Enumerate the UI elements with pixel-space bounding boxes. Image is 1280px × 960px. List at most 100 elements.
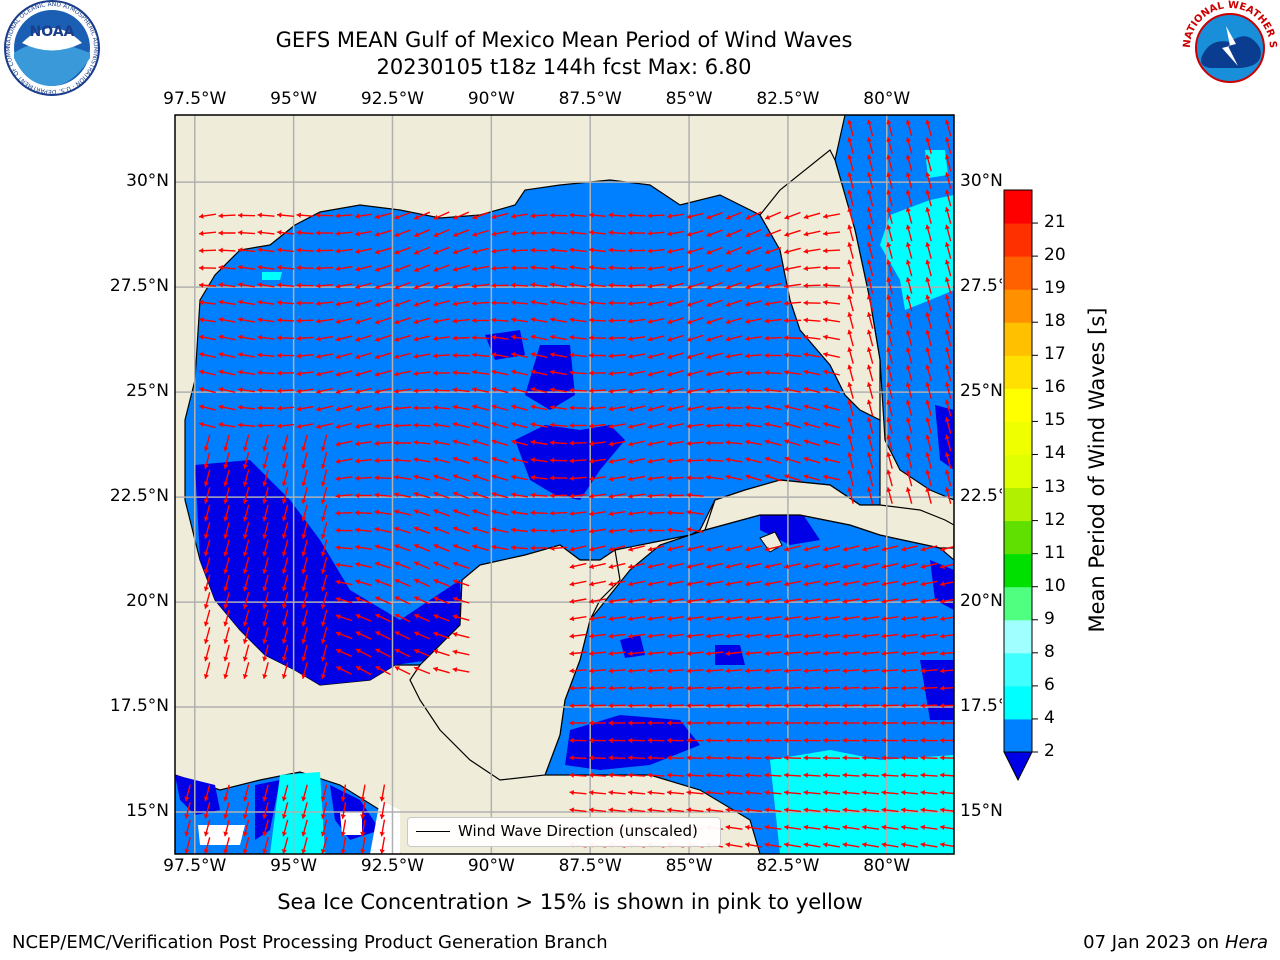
wind-wave-arrow xyxy=(803,369,821,376)
wind-wave-arrow xyxy=(862,598,879,604)
wind-wave-arrow xyxy=(744,370,763,376)
wind-wave-arrow xyxy=(627,755,646,761)
wind-wave-arrow xyxy=(223,487,230,504)
wind-wave-arrow xyxy=(900,807,919,813)
plot-title-line2: 20230105 t18z 144h fcst Max: 6.80 xyxy=(376,55,752,79)
wind-wave-arrow xyxy=(920,824,938,831)
wind-wave-arrow xyxy=(881,562,899,570)
wind-wave-arrow xyxy=(262,557,269,574)
wind-wave-arrow xyxy=(647,807,665,813)
wind-wave-arrow xyxy=(608,475,626,482)
wind-wave-arrow xyxy=(628,353,645,359)
wind-wave-arrow xyxy=(335,300,353,307)
wind-wave-arrow xyxy=(301,644,308,662)
wind-wave-arrow xyxy=(608,702,626,709)
wind-wave-arrow xyxy=(394,264,411,273)
wind-wave-arrow xyxy=(608,212,626,218)
wind-wave-arrow xyxy=(783,317,802,324)
wind-wave-arrow xyxy=(452,649,470,656)
wind-wave-arrow xyxy=(764,229,782,238)
lon-tick-label: 97.5°W xyxy=(163,89,227,109)
wind-wave-arrow xyxy=(471,300,490,306)
wind-wave-arrow xyxy=(394,666,411,675)
wind-wave-arrow xyxy=(203,522,211,539)
wind-wave-arrow xyxy=(218,317,236,323)
wind-wave-arrow xyxy=(764,421,782,429)
wind-wave-arrow xyxy=(920,633,938,639)
wind-wave-arrow xyxy=(530,351,548,359)
wind-wave-arrow xyxy=(471,352,490,358)
wind-wave-arrow xyxy=(203,592,211,609)
wind-wave-arrow xyxy=(939,702,954,709)
wind-wave-arrow xyxy=(262,819,269,837)
wind-wave-arrow xyxy=(744,422,763,428)
wind-wave-arrow xyxy=(510,265,529,271)
wind-wave-arrow xyxy=(511,369,528,376)
wind-wave-arrow xyxy=(823,404,840,411)
wind-wave-arrow xyxy=(783,807,802,813)
wind-wave-arrow xyxy=(823,351,840,359)
wind-wave-arrow xyxy=(764,562,782,570)
wind-wave-arrow xyxy=(842,668,860,674)
wind-wave-arrow xyxy=(823,474,840,481)
wind-wave-arrow xyxy=(588,440,607,447)
wind-wave-arrow xyxy=(822,685,841,691)
wind-wave-arrow xyxy=(530,404,548,411)
wind-wave-arrow xyxy=(549,230,568,236)
wind-wave-arrow xyxy=(608,493,626,499)
wind-wave-arrow xyxy=(491,509,509,516)
wind-wave-arrow xyxy=(394,561,411,570)
wind-wave-arrow xyxy=(355,405,372,412)
wind-wave-arrow xyxy=(764,211,782,220)
wind-wave-arrow xyxy=(725,755,743,761)
wind-wave-arrow xyxy=(510,317,529,323)
wind-wave-arrow xyxy=(320,487,328,504)
wind-wave-arrow xyxy=(881,737,899,744)
wind-wave-arrow xyxy=(803,334,821,341)
wind-wave-arrow xyxy=(242,539,250,557)
wind-wave-arrow xyxy=(335,440,353,447)
lon-tick-label: 90°W xyxy=(467,856,515,876)
wind-wave-arrow xyxy=(203,802,211,819)
colorbar-tick-label: 19 xyxy=(1044,278,1066,299)
legend-line-sample xyxy=(416,831,450,832)
wind-wave-arrow xyxy=(627,283,646,289)
wind-wave-arrow xyxy=(374,596,392,605)
wind-wave-arrow xyxy=(881,685,899,691)
wind-wave-arrow xyxy=(706,299,723,307)
wind-wave-arrow xyxy=(905,224,913,242)
wind-wave-arrow xyxy=(452,456,470,464)
wind-wave-arrow xyxy=(920,545,938,552)
wind-wave-arrow xyxy=(184,802,191,819)
wind-wave-arrow xyxy=(588,650,607,657)
wind-wave-arrow xyxy=(706,545,723,552)
wind-wave-arrow xyxy=(861,824,880,831)
wind-wave-arrow xyxy=(847,417,854,434)
lon-tick-label: 92.5°W xyxy=(360,856,425,876)
wind-wave-arrow xyxy=(374,578,392,587)
wind-wave-arrow xyxy=(276,299,295,306)
wind-wave-arrow xyxy=(320,837,328,854)
wind-wave-arrow xyxy=(276,423,295,429)
wind-wave-arrow xyxy=(647,737,665,744)
wind-wave-arrow xyxy=(301,504,308,522)
wind-wave-arrow xyxy=(320,469,328,487)
wind-wave-arrow xyxy=(705,423,724,429)
wind-wave-arrow xyxy=(276,388,295,394)
footer-date: 07 Jan 2023 on Hera xyxy=(1083,932,1268,953)
wind-wave-arrow xyxy=(491,421,509,429)
wind-wave-arrow xyxy=(203,609,211,627)
wind-wave-arrow xyxy=(764,772,782,778)
lat-tick-label: 25°N xyxy=(960,381,1002,402)
wind-wave-arrow xyxy=(491,334,509,341)
wind-wave-arrow xyxy=(783,300,802,306)
wind-wave-arrow xyxy=(847,259,854,277)
wind-wave-arrow xyxy=(276,247,295,253)
wind-wave-arrow xyxy=(301,609,308,627)
wind-wave-arrow xyxy=(198,317,217,323)
wind-wave-arrow xyxy=(842,580,860,587)
wind-wave-arrow xyxy=(471,317,490,324)
wind-wave-arrow xyxy=(335,614,353,622)
wind-wave-arrow xyxy=(413,211,431,220)
wind-wave-arrow xyxy=(320,609,328,627)
